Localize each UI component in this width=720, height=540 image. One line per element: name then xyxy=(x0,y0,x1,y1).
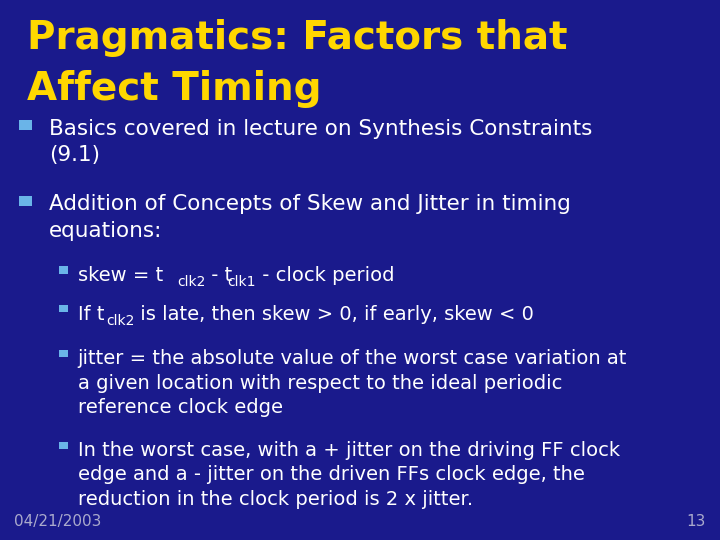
Text: - t: - t xyxy=(205,266,233,285)
Text: jitter = the absolute value of the worst case variation at
a given location with: jitter = the absolute value of the worst… xyxy=(78,349,627,417)
Text: Addition of Concepts of Skew and Jitter in timing
equations:: Addition of Concepts of Skew and Jitter … xyxy=(49,194,571,241)
Text: skew = t: skew = t xyxy=(78,266,163,285)
Text: is late, then skew > 0, if early, skew < 0: is late, then skew > 0, if early, skew <… xyxy=(134,305,534,323)
Text: - clock period: - clock period xyxy=(256,266,394,285)
Text: 04/21/2003: 04/21/2003 xyxy=(14,514,102,529)
Bar xyxy=(58,267,68,273)
Text: clk2: clk2 xyxy=(177,275,205,289)
Text: Pragmatics: Factors that: Pragmatics: Factors that xyxy=(27,19,568,57)
Text: clk1: clk1 xyxy=(228,275,256,289)
Text: Affect Timing: Affect Timing xyxy=(27,70,322,108)
Text: Basics covered in lecture on Synthesis Constraints
(9.1): Basics covered in lecture on Synthesis C… xyxy=(49,119,593,165)
Bar xyxy=(58,350,68,357)
Bar xyxy=(58,306,68,312)
Text: 13: 13 xyxy=(686,514,706,529)
Text: clk2: clk2 xyxy=(106,314,134,328)
Text: If t: If t xyxy=(78,305,104,323)
Bar xyxy=(19,120,32,130)
Bar xyxy=(19,196,32,206)
Bar xyxy=(58,442,68,449)
Text: In the worst case, with a + jitter on the driving FF clock
edge and a - jitter o: In the worst case, with a + jitter on th… xyxy=(78,441,620,509)
